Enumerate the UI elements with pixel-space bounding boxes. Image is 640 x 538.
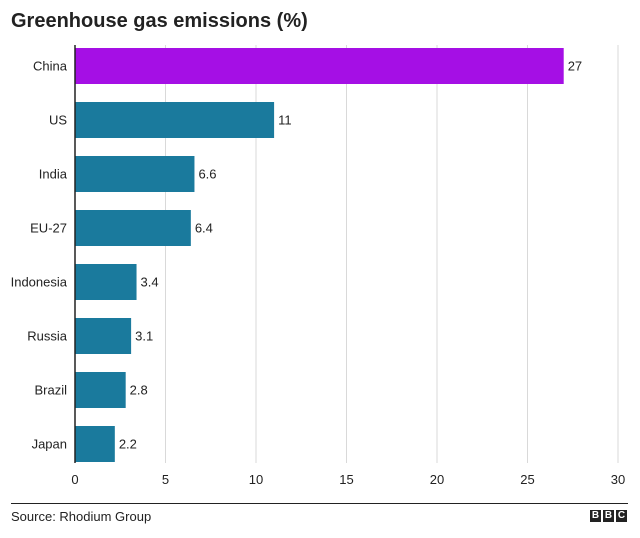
category-label: Russia (27, 329, 68, 344)
bar (75, 102, 275, 138)
bar (75, 426, 115, 462)
x-tick-label: 10 (249, 472, 263, 487)
x-tick-label: 15 (339, 472, 353, 487)
value-label: 3.1 (135, 329, 153, 344)
bbc-logo: B B C (590, 510, 627, 522)
value-label: 6.4 (195, 221, 213, 236)
value-label: 3.4 (141, 275, 159, 290)
category-label: China (33, 59, 68, 74)
chart-title: Greenhouse gas emissions (%) (11, 10, 308, 32)
source-note: Source: Rhodium Group (11, 509, 152, 524)
x-tick-label: 20 (430, 472, 444, 487)
category-label: US (49, 113, 67, 128)
logo-letter: B (603, 510, 614, 522)
category-label: India (39, 167, 68, 182)
value-label: 2.2 (119, 437, 137, 452)
x-tick-label: 0 (71, 472, 78, 487)
bar (75, 318, 132, 354)
bar (75, 48, 564, 84)
value-label: 27 (568, 59, 582, 74)
value-label: 6.6 (198, 167, 216, 182)
x-tick-label: 5 (162, 472, 169, 487)
bar (75, 372, 126, 408)
bar (75, 264, 137, 300)
value-label: 2.8 (130, 383, 148, 398)
category-label: Japan (32, 437, 67, 452)
bar-chart: 0 5 10 15 20 25 30 China 27 US 11 India 6.6 EU-27 6.4 I… (11, 45, 625, 487)
category-label: EU-27 (30, 221, 67, 236)
bar (75, 210, 191, 246)
x-tick-label: 30 (611, 472, 625, 487)
x-tick-label: 25 (520, 472, 534, 487)
logo-letter: B (590, 510, 601, 522)
footer-divider (11, 503, 628, 504)
category-label: Brazil (34, 383, 67, 398)
category-label: Indonesia (11, 275, 68, 290)
logo-letter: C (616, 510, 627, 522)
bar (75, 156, 195, 192)
value-label: 11 (278, 113, 292, 128)
